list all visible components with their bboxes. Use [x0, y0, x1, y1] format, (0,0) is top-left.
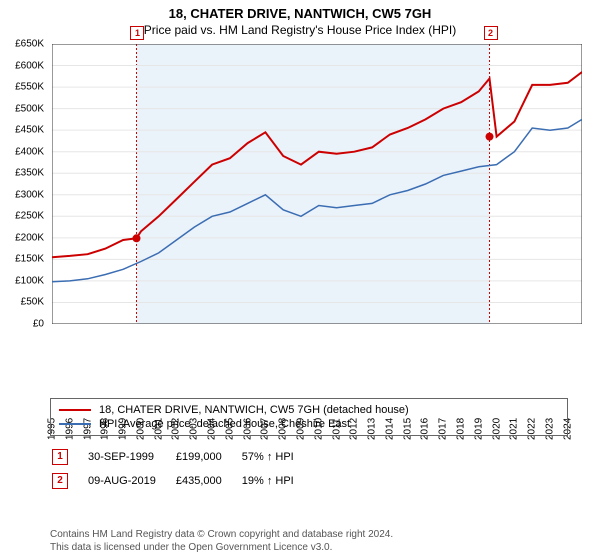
y-tick-label: £500K	[8, 103, 44, 114]
legend: 18, CHATER DRIVE, NANTWICH, CW5 7GH (det…	[50, 398, 568, 436]
y-tick-label: £300K	[8, 189, 44, 200]
marker-date: 30-SEP-1999	[88, 446, 174, 468]
marker-price: £199,000	[176, 446, 240, 468]
y-tick-label: £350K	[8, 168, 44, 179]
page-subtitle: Price paid vs. HM Land Registry's House …	[0, 21, 600, 37]
marker-row: 1 30-SEP-1999 £199,000 57% ↑ HPI	[52, 446, 312, 468]
page-title: 18, CHATER DRIVE, NANTWICH, CW5 7GH	[0, 0, 600, 21]
legend-swatch	[59, 423, 91, 425]
chart-marker-label: 2	[484, 26, 498, 40]
marker-index-box: 2	[52, 473, 68, 489]
y-tick-label: £150K	[8, 254, 44, 265]
marker-delta: 19% ↑ HPI	[242, 470, 312, 492]
y-tick-label: £600K	[8, 60, 44, 71]
marker-table: 1 30-SEP-1999 £199,000 57% ↑ HPI 2 09-AU…	[50, 444, 314, 494]
legend-label: HPI: Average price, detached house, Ches…	[99, 418, 350, 430]
y-tick-label: £100K	[8, 275, 44, 286]
y-tick-label: £450K	[8, 125, 44, 136]
marker-row: 2 09-AUG-2019 £435,000 19% ↑ HPI	[52, 470, 312, 492]
y-tick-label: £250K	[8, 211, 44, 222]
footer-line: Contains HM Land Registry data © Crown c…	[50, 528, 393, 541]
y-tick-label: £50K	[8, 297, 44, 308]
legend-label: 18, CHATER DRIVE, NANTWICH, CW5 7GH (det…	[99, 404, 409, 416]
footer-line: This data is licensed under the Open Gov…	[50, 541, 393, 554]
y-tick-label: £200K	[8, 232, 44, 243]
marker-price: £435,000	[176, 470, 240, 492]
marker-delta: 57% ↑ HPI	[242, 446, 312, 468]
chart-marker-label: 1	[130, 26, 144, 40]
y-tick-label: £0	[8, 319, 44, 330]
marker-date: 09-AUG-2019	[88, 470, 174, 492]
chart-area: £0 £50K £100K £150K £200K £250K £300K £350K £400…	[8, 44, 592, 384]
line-chart	[52, 44, 582, 324]
y-tick-label: £400K	[8, 146, 44, 157]
footer: Contains HM Land Registry data © Crown c…	[50, 528, 393, 554]
legend-row: HPI: Average price, detached house, Ches…	[59, 417, 559, 431]
legend-swatch	[59, 409, 91, 411]
y-tick-label: £650K	[8, 39, 44, 50]
legend-row: 18, CHATER DRIVE, NANTWICH, CW5 7GH (det…	[59, 403, 559, 417]
marker-index-box: 1	[52, 449, 68, 465]
y-tick-label: £550K	[8, 82, 44, 93]
